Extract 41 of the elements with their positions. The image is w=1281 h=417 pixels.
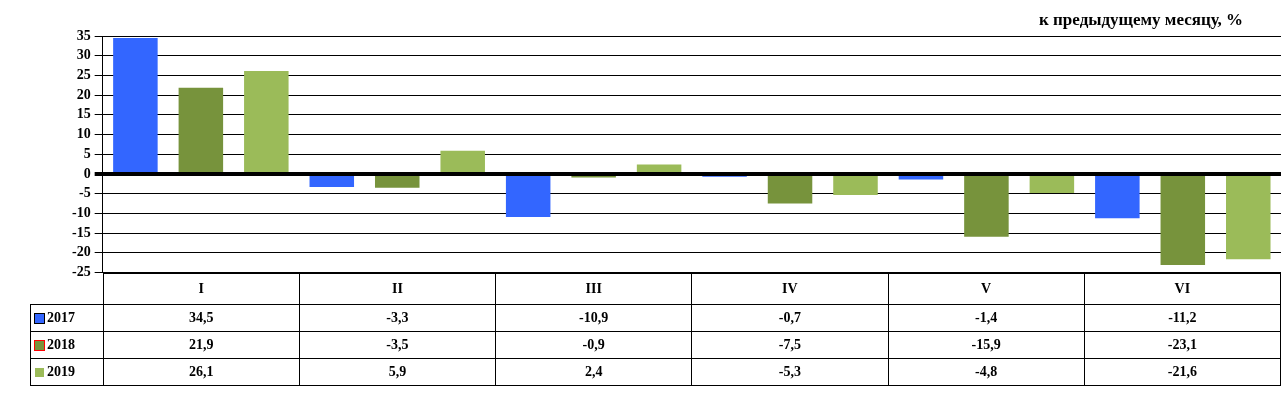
y-tick-label: 25 — [76, 67, 91, 83]
data-label: -0,9 — [495, 331, 692, 358]
data-label: -3,5 — [299, 331, 496, 358]
data-label: -7,5 — [691, 331, 888, 358]
x-tick-label: V — [888, 273, 1085, 304]
data-label: -5,3 — [691, 358, 888, 385]
y-tick-label: 20 — [76, 86, 91, 102]
x-tick-label: IV — [691, 273, 888, 304]
y-tick-label: -10 — [71, 205, 91, 221]
data-label: 34,5 — [103, 304, 300, 331]
chart-title: к предыдущему месяцу, % — [1039, 10, 1243, 30]
data-label: 5,9 — [299, 358, 496, 385]
data-label: -4,8 — [888, 358, 1085, 385]
y-tick-label: 30 — [76, 47, 91, 63]
data-label: 21,9 — [103, 331, 300, 358]
y-tick-label: -5 — [78, 185, 91, 201]
legend-label: 2019 — [30, 358, 104, 385]
y-tick-label: 10 — [76, 126, 91, 142]
y-tick-label: -25 — [71, 264, 91, 280]
data-label: -11,2 — [1084, 304, 1281, 331]
x-tick-label: I — [103, 273, 300, 304]
data-label: -3,3 — [299, 304, 496, 331]
data-label: -23,1 — [1084, 331, 1281, 358]
data-label: -21,6 — [1084, 358, 1281, 385]
data-label: -0,7 — [691, 304, 888, 331]
y-tick-label: 5 — [83, 145, 91, 161]
y-tick-label: 15 — [76, 106, 91, 122]
legend-label: 2018 — [30, 331, 104, 358]
legend-label: 2017 — [30, 304, 104, 331]
data-label: 26,1 — [103, 358, 300, 385]
y-tick-label: 0 — [83, 165, 91, 181]
x-tick-label: III — [495, 273, 692, 304]
x-tick-label: VI — [1084, 273, 1281, 304]
data-label: -15,9 — [888, 331, 1085, 358]
data-label: 2,4 — [495, 358, 692, 385]
x-tick-label: II — [299, 273, 496, 304]
data-label: -1,4 — [888, 304, 1085, 331]
y-tick-label: -15 — [71, 224, 91, 240]
data-label: -10,9 — [495, 304, 692, 331]
y-tick-label: -20 — [71, 244, 91, 260]
y-tick-label: 35 — [76, 27, 91, 43]
